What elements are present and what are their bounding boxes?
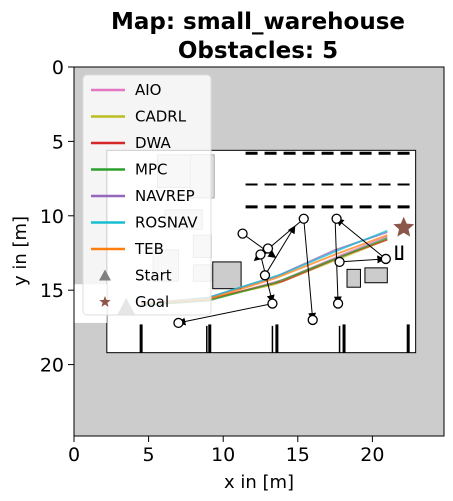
obstacle-circle	[334, 256, 345, 268]
y-tick-label: 10	[40, 206, 64, 228]
legend-label-mpc: MPC	[135, 161, 167, 179]
obstacle-waypoint-arrow	[303, 218, 317, 321]
legend-label-navrep: NAVREP	[135, 187, 195, 205]
obstacle-waypoint-arrow	[242, 233, 277, 259]
chart-title-line-2: Obstacles: 5	[178, 38, 338, 64]
static-obstacle	[212, 261, 242, 290]
static-obstacle	[346, 268, 361, 288]
obstacle-circle	[173, 317, 184, 329]
chart-title-line-1: Map: small_warehouse	[111, 9, 405, 35]
legend-box	[82, 74, 212, 316]
legend-label-start: Start	[135, 267, 172, 285]
obstacle-circle	[298, 213, 309, 224]
obstacle-circle	[380, 253, 391, 265]
obstacle-waypoint-arrow	[264, 225, 296, 276]
x-tick-label: 5	[143, 444, 155, 466]
obstacle-circle	[331, 213, 342, 224]
obstacle-circle	[332, 298, 344, 309]
legend-label-rosnav: ROSNAV	[135, 214, 198, 232]
static-obstacle	[364, 267, 388, 284]
x-tick-label: 20	[360, 444, 384, 466]
legend: AIO CADRL DWA MPC NAVREP ROSNAV TEB Start Goal	[82, 74, 212, 316]
plot-frame	[73, 66, 445, 437]
y-axis-label: y in [m]	[10, 216, 31, 286]
legend-label-teb: TEB	[134, 240, 164, 258]
y-tick-label: 20	[40, 355, 64, 377]
obstacle-circle	[267, 298, 278, 309]
door-marker	[395, 245, 404, 260]
axis-ticks: 0 5 10 15 20 0 5 10 15 20	[40, 57, 385, 466]
legend-swatch-start	[99, 269, 111, 281]
obstacle-circle	[262, 243, 274, 254]
y-tick-label: 0	[52, 57, 64, 79]
obstacle-circle	[307, 314, 318, 326]
legend-label-dwa: DWA	[135, 134, 172, 152]
legend-label-goal: Goal	[135, 293, 169, 311]
y-tick-label: 5	[52, 131, 64, 153]
x-tick-label: 10	[211, 444, 235, 466]
obstacle-circle	[259, 270, 271, 281]
y-tick-label: 15	[40, 280, 64, 302]
x-axis-label: x in [m]	[224, 472, 294, 493]
legend-swatch-goal	[99, 296, 111, 307]
obstacle-circle	[237, 228, 248, 239]
obstacle-waypoint-arrow	[335, 218, 387, 260]
obstacle-circle	[255, 249, 266, 260]
legend-label-aio: AIO	[135, 81, 162, 99]
obstacle-waypoint-arrow	[177, 303, 273, 326]
x-tick-label: 15	[286, 444, 310, 466]
x-tick-label: 0	[68, 444, 80, 466]
obstacle-waypoint-arrow	[339, 255, 386, 264]
dynamic-obstacles	[173, 213, 391, 329]
legend-label-cadrl: CADRL	[135, 108, 187, 126]
goal-marker	[393, 216, 415, 237]
